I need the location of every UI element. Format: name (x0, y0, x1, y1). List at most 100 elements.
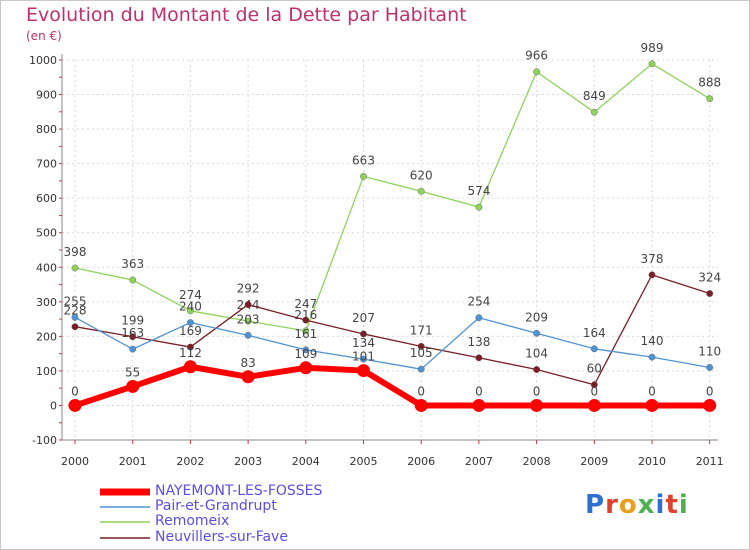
data-label: 254 (467, 295, 490, 309)
data-point (706, 290, 714, 297)
series-line (74, 363, 710, 409)
data-label: 378 (641, 252, 664, 266)
y-tick-label: 500 (36, 227, 57, 240)
y-tick-label: 900 (36, 89, 57, 102)
data-label: 398 (64, 245, 87, 259)
data-label: 0 (706, 384, 714, 398)
x-tick-label: 2003 (234, 455, 262, 468)
data-point (302, 327, 310, 335)
y-tick-label: 400 (36, 261, 57, 274)
x-tick-label: 2007 (465, 455, 493, 468)
data-point (360, 330, 367, 338)
x-tick-label: 2010 (638, 455, 666, 468)
x-tick-label: 2009 (580, 455, 608, 468)
data-label: 888 (698, 76, 721, 90)
data-point (475, 354, 483, 362)
chart-legend (100, 488, 150, 539)
data-label: 169 (179, 324, 202, 338)
data-point (530, 398, 544, 412)
y-tick-label: 700 (36, 158, 57, 171)
data-label: 0 (590, 384, 598, 398)
logo-letter: i (678, 490, 689, 520)
data-label: 363 (121, 257, 144, 271)
data-point (648, 271, 656, 279)
data-point (71, 313, 79, 321)
data-label: 966 (525, 49, 548, 63)
logo-letter: P (585, 490, 606, 520)
data-label: 989 (641, 41, 664, 55)
data-point (533, 68, 540, 76)
data-label: 134 (352, 336, 375, 350)
chart-title: Evolution du Montant de la Dette par Hab… (26, 4, 467, 26)
data-point (590, 381, 598, 389)
data-label: 164 (583, 326, 606, 340)
series-remomeix: 398363274244216663620574966849989888 (64, 41, 721, 335)
data-label: 109 (294, 347, 317, 361)
data-point (648, 353, 656, 361)
data-label: 620 (410, 168, 433, 182)
data-label: 112 (179, 346, 202, 360)
data-label: 240 (179, 300, 202, 314)
data-point (186, 319, 194, 326)
legend-label: Remomeix (155, 513, 230, 529)
data-point (475, 314, 483, 322)
data-label: 207 (352, 311, 375, 325)
y-tick-label: 600 (36, 192, 57, 205)
series-line (74, 63, 711, 332)
data-point (475, 203, 483, 211)
data-label: 247 (294, 297, 317, 311)
x-tick-label: 2011 (696, 455, 724, 468)
data-point (360, 355, 367, 363)
y-tick-label: 100 (36, 365, 57, 378)
data-label: 0 (417, 384, 425, 398)
data-label: 203 (237, 312, 260, 326)
data-point (244, 301, 252, 308)
data-point (71, 323, 79, 331)
data-point (299, 361, 313, 375)
data-point (244, 317, 252, 325)
series-line (74, 316, 710, 370)
data-point (357, 364, 370, 378)
y-tick-label: 800 (36, 123, 57, 136)
x-tick-label: 2008 (523, 455, 551, 468)
data-point (533, 366, 540, 373)
y-tick-label: 300 (36, 296, 57, 309)
series-pair-et-grandrupt: 255 163 240 203 161 134 105 254 209 164 140 110 (64, 294, 721, 373)
data-label: 83 (240, 356, 255, 370)
data-point (126, 379, 140, 393)
data-label: 0 (475, 384, 483, 398)
legend-label: Pair-et-Grandrupt (155, 498, 277, 514)
data-point (183, 360, 197, 374)
x-tick-label: 2002 (176, 455, 204, 468)
data-point (533, 329, 540, 337)
y-tick-label: 200 (36, 330, 57, 343)
data-label: 0 (648, 384, 656, 398)
data-point (645, 398, 659, 412)
x-tick-label: 2001 (119, 455, 147, 468)
data-point (703, 398, 717, 412)
data-point (186, 343, 194, 351)
data-point (414, 398, 428, 412)
data-point (472, 398, 486, 412)
logo-letter: t (665, 490, 679, 520)
series-neuvillers-sur-fave: 228 199 169 292 247 207 171 138 104 60 378 324 (64, 252, 721, 389)
data-label: 171 (410, 323, 433, 337)
y-tick-label: 1000 (29, 54, 57, 67)
data-point (302, 316, 310, 324)
data-label: 55 (125, 365, 140, 379)
data-point (360, 173, 367, 180)
series-nayemont-les-fosses: 0 55 112 83 109 101 0 0 0 0 0 0 (68, 346, 717, 412)
data-point (590, 108, 598, 116)
data-label: 60 (587, 362, 602, 376)
logo-letter: r (605, 490, 619, 520)
chart-series-layer: 3983632742442166636205749668499898882281… (64, 41, 721, 412)
data-point (302, 346, 310, 354)
data-label: 292 (237, 282, 260, 296)
data-point (417, 342, 425, 350)
data-point (241, 370, 255, 384)
data-point (71, 264, 79, 272)
data-point (129, 276, 137, 284)
data-label: 255 (64, 294, 87, 308)
